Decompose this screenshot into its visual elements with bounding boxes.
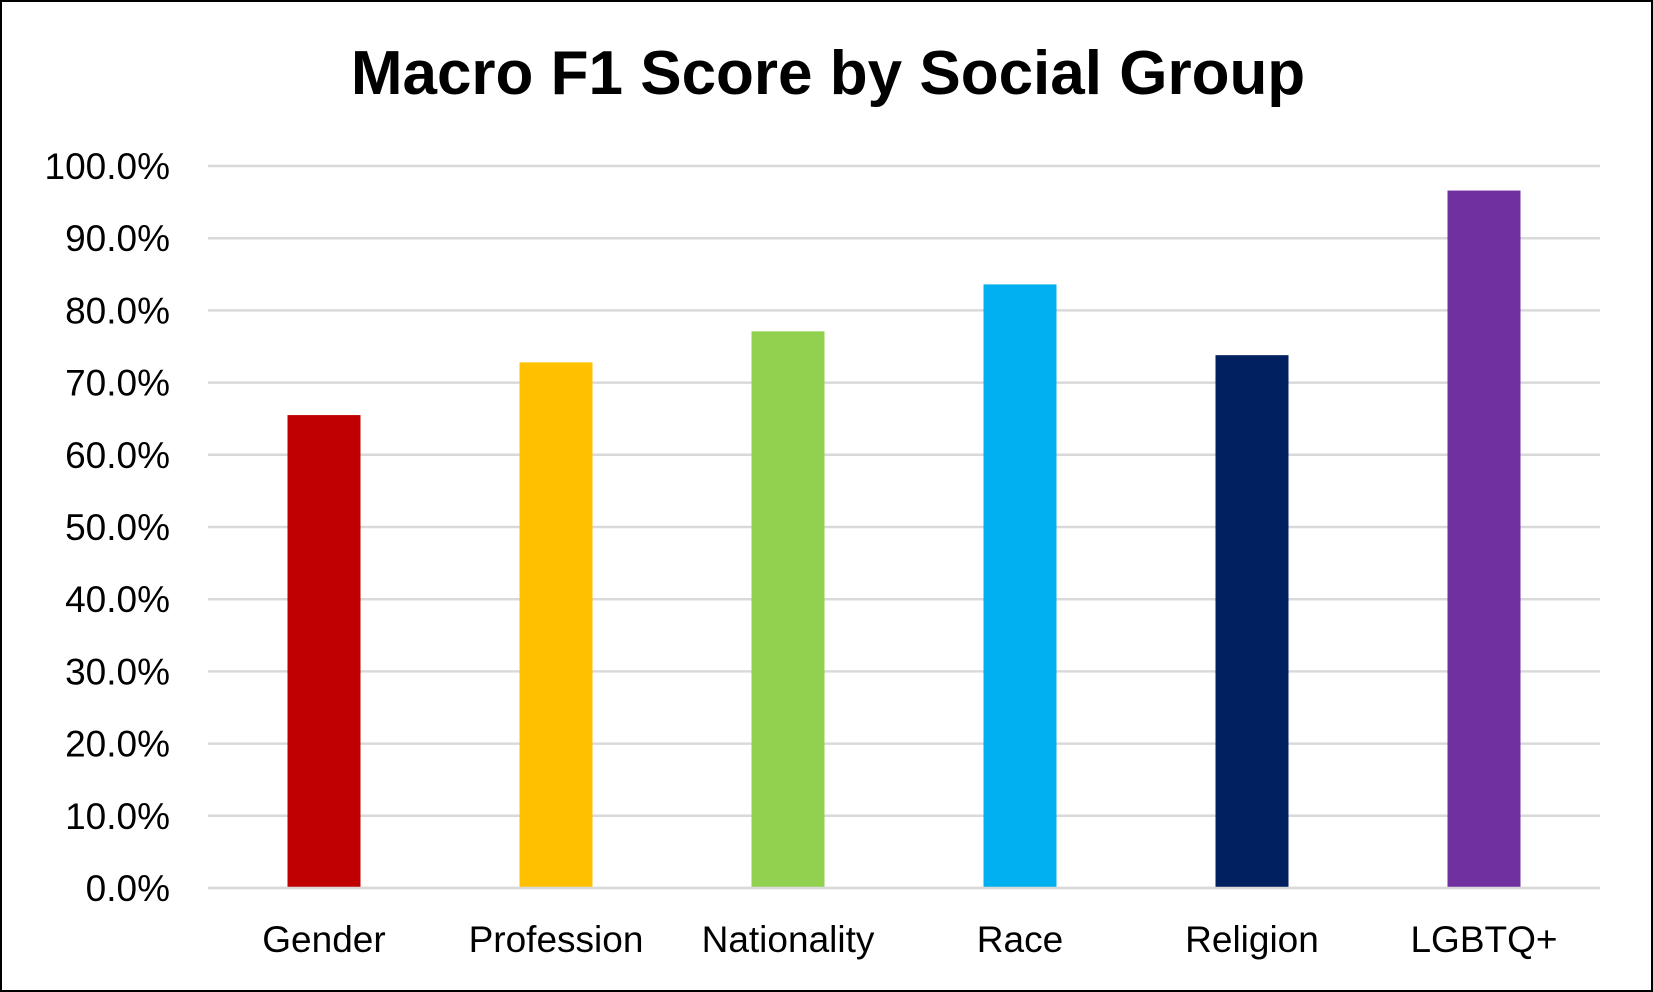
y-tick-label: 20.0% — [65, 724, 170, 765]
y-tick-label: 60.0% — [65, 435, 170, 476]
y-tick-label: 0.0% — [86, 868, 170, 909]
y-tick-label: 90.0% — [65, 218, 170, 259]
bar-nationality — [751, 331, 825, 888]
y-tick-label: 50.0% — [65, 507, 170, 548]
y-tick-label: 100.0% — [45, 146, 171, 187]
x-category-label: Race — [977, 919, 1063, 960]
gridlines — [208, 164, 1600, 890]
bar-lgbtq — [1447, 190, 1521, 889]
x-category-label: Gender — [262, 919, 385, 960]
x-category-label: Profession — [469, 919, 644, 960]
bar-profession — [519, 362, 593, 888]
y-tick-label: 30.0% — [65, 651, 170, 692]
y-axis-tick-labels: 0.0% 10.0% 20.0% 30.0% 40.0% 50.0% 60.0% 70.0% 8… — [45, 146, 171, 909]
x-axis-category-labels: Gender Profession Nationality Race Religion L… — [262, 919, 1557, 960]
x-category-label: Religion — [1185, 919, 1319, 960]
x-category-label: LGBTQ+ — [1410, 919, 1557, 960]
bar-race — [983, 284, 1057, 889]
y-tick-label: 70.0% — [65, 363, 170, 404]
y-tick-label: 10.0% — [65, 796, 170, 837]
y-tick-label: 40.0% — [65, 579, 170, 620]
bar-religion — [1215, 355, 1289, 888]
chart-title: Macro F1 Score by Social Group — [351, 39, 1305, 108]
bars — [208, 190, 1600, 890]
x-category-label: Nationality — [702, 919, 875, 960]
y-tick-label: 80.0% — [65, 290, 170, 331]
bar-gender — [287, 415, 361, 888]
